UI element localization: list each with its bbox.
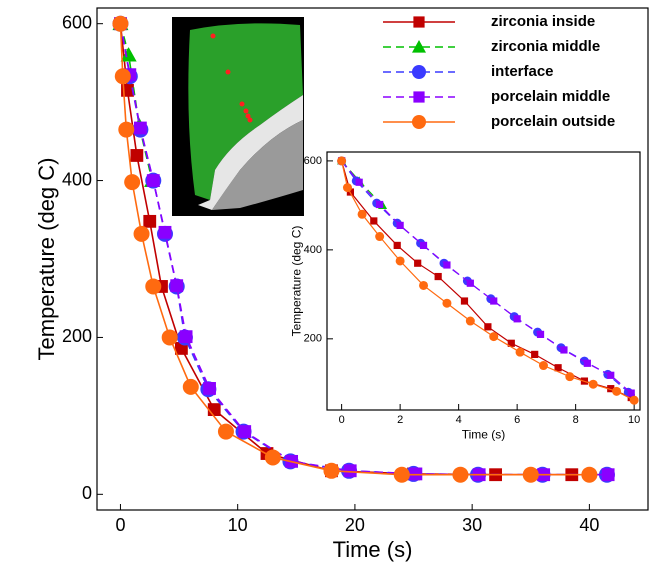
marker [112,16,128,32]
marker [323,463,339,479]
marker [531,351,538,358]
x-tick-label: 10 [628,414,640,426]
x-tick-label: 6 [514,414,520,426]
marker [442,299,451,308]
x-tick-label: 4 [456,414,462,426]
marker [490,297,497,304]
marker [375,232,384,241]
legend: zirconia inside zirconia middle interface p… [383,13,615,130]
marker [147,174,160,187]
marker [581,467,597,483]
marker [218,424,234,440]
x-axis-label: Time (s) [333,537,413,562]
marker [143,215,156,228]
marker [159,226,172,239]
marker [565,372,574,381]
marker [484,323,491,330]
marker [489,332,498,341]
marker [467,280,474,287]
x-tick-label: 0 [115,515,125,535]
marker [394,242,401,249]
y-tick-label: 400 [304,244,322,256]
y-tick-label: 600 [304,155,322,167]
marker [584,360,591,367]
y-tick-label: 200 [62,326,92,346]
model-image [172,17,304,216]
marker [607,372,614,379]
marker [589,380,598,389]
marker [419,281,428,290]
y-tick-label: 400 [62,169,92,189]
x-tick-label: 0 [339,414,345,426]
legend-label: zirconia inside [491,13,595,30]
marker [602,468,615,481]
marker [370,217,377,224]
marker [356,179,363,186]
marker [560,346,567,353]
marker [134,122,147,135]
marker [413,91,424,102]
marker [145,278,161,294]
y-tick-label: 200 [304,333,322,345]
marker [183,379,199,395]
marker [203,382,216,395]
marker [412,65,426,79]
marker [443,261,450,268]
x-tick-label: 40 [579,515,599,535]
marker [130,149,143,162]
plot-background [327,152,640,410]
marker [523,467,539,483]
marker [452,467,468,483]
y-tick-label: 600 [62,12,92,32]
legend-label: porcelain outside [491,113,615,130]
marker [170,279,183,292]
marker [208,403,221,416]
x-tick-label: 30 [462,515,482,535]
legend-label: zirconia middle [491,38,600,55]
marker [516,348,525,357]
marker [124,174,140,190]
marker [162,329,178,345]
x-axis-label: Time (s) [462,427,506,441]
marker [514,315,521,322]
marker [466,317,475,326]
marker [337,156,346,165]
x-tick-label: 20 [345,515,365,535]
marker [628,389,635,396]
marker [265,449,281,465]
marker [343,183,352,192]
chart: 0102030400200400600Time (s)Temperature (… [0,0,655,577]
y-axis-label: Temperature (deg C) [34,158,59,361]
marker [394,467,410,483]
marker [397,222,404,229]
marker [420,242,427,249]
y-tick-label: 0 [82,483,92,503]
marker [180,330,193,343]
x-tick-label: 8 [573,414,579,426]
marker [115,68,131,84]
plot: 0 2 4 6 8 10 200 400 600 Time (s) Temperature (deg… [289,152,640,441]
marker [630,396,639,405]
legend-label: interface [491,63,554,80]
y-axis-label: Temperature (deg C) [289,226,303,337]
marker [461,297,468,304]
marker [413,16,424,27]
marker [134,226,150,242]
marker [396,256,405,265]
marker [376,201,383,208]
marker [414,260,421,267]
marker [238,425,251,438]
legend-label: porcelain middle [491,88,610,105]
x-tick-label: 10 [228,515,248,535]
marker [537,331,544,338]
x-tick-label: 2 [397,414,403,426]
marker [358,210,367,219]
marker [412,115,426,129]
marker [539,361,548,370]
marker [612,387,621,396]
marker [435,273,442,280]
marker [118,122,134,138]
